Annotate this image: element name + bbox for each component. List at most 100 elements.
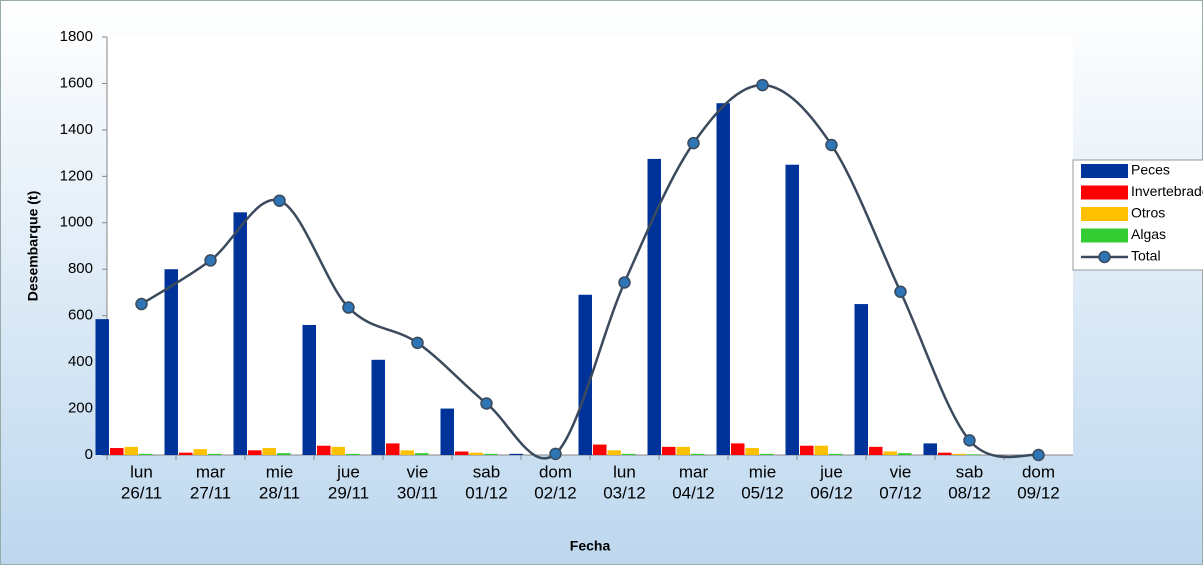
bar	[346, 453, 360, 455]
y-axis-label: Desembarque (t)	[25, 191, 41, 301]
bar	[302, 324, 316, 455]
y-tick-label: 1000	[60, 214, 93, 231]
x-tick-label: dom	[1022, 462, 1055, 481]
x-tick-label: 27/11	[190, 483, 231, 502]
x-tick-label: mar	[679, 462, 709, 481]
marker	[135, 297, 148, 311]
bar	[662, 446, 676, 455]
x-tick-label: jue	[336, 462, 360, 481]
marker	[480, 397, 493, 410]
x-tick-label: sab	[956, 462, 983, 481]
bar	[967, 454, 981, 455]
y-tick-label: 800	[68, 260, 93, 277]
y-tick-label: 1800	[60, 28, 93, 45]
line	[140, 83, 1039, 460]
x-tick-label: jue	[819, 462, 843, 481]
bar	[164, 269, 178, 455]
x-tick-label: 28/11	[259, 483, 300, 502]
marker	[342, 301, 355, 314]
bar	[248, 450, 262, 455]
x-tick-label: vie	[890, 462, 912, 481]
bar	[262, 448, 276, 455]
x-tick-label: dom	[539, 462, 572, 481]
bar	[578, 294, 592, 455]
bar	[415, 453, 429, 455]
marker	[756, 78, 769, 92]
marker	[411, 336, 424, 350]
y-tick-label: 0	[85, 446, 93, 463]
y-tick-label: 1200	[60, 167, 93, 184]
marker	[825, 138, 838, 152]
bar	[938, 452, 952, 455]
marker	[1032, 448, 1045, 462]
bar	[139, 453, 153, 455]
x-tick-label: mie	[749, 462, 776, 481]
bar	[208, 453, 222, 455]
x-tick-label: 02/12	[534, 483, 577, 502]
bar	[607, 450, 621, 455]
marker	[549, 447, 562, 461]
legend-swatch	[1081, 207, 1128, 221]
bar	[785, 164, 799, 455]
bar	[898, 453, 912, 455]
marker	[204, 254, 217, 267]
x-tick-label: 03/12	[603, 483, 646, 502]
bar	[124, 446, 138, 455]
bar	[317, 445, 331, 455]
bar	[484, 453, 498, 455]
marker	[894, 285, 907, 298]
y-tick-label: 400	[68, 353, 93, 370]
legend-label: Otros	[1131, 205, 1165, 221]
bar	[731, 443, 745, 455]
bar	[400, 450, 414, 455]
bar	[814, 445, 828, 455]
legend-swatch	[1081, 185, 1128, 200]
bar	[869, 446, 883, 455]
x-tick-label: mie	[266, 462, 293, 481]
y-tick-label: 1600	[60, 74, 93, 91]
x-axis-label: Fecha	[570, 538, 611, 554]
x-tick-label: 04/12	[672, 483, 715, 502]
bar	[647, 158, 661, 455]
bar	[509, 453, 523, 455]
x-tick-label: 29/11	[328, 483, 369, 502]
marker	[273, 194, 286, 207]
legend-label: Peces	[1131, 162, 1170, 178]
x-tick-label: 26/11	[121, 483, 162, 502]
bar	[622, 453, 636, 455]
y-tick-label: 600	[68, 307, 93, 324]
bar	[233, 212, 247, 455]
bar	[277, 453, 291, 455]
legend-swatch	[1081, 228, 1128, 243]
bar	[455, 451, 469, 455]
bar	[95, 319, 109, 455]
x-tick-label: lun	[130, 462, 153, 481]
bar	[371, 359, 385, 455]
bar	[691, 453, 705, 455]
legend-label: Invertebrados	[1131, 183, 1203, 199]
x-tick-label: 08/12	[948, 483, 991, 502]
x-tick-label: 07/12	[879, 483, 922, 502]
x-tick-label: 09/12	[1017, 483, 1060, 502]
bar	[110, 448, 124, 455]
bar	[676, 446, 690, 455]
bar	[440, 408, 454, 455]
bar	[800, 445, 814, 455]
x-tick-label: 05/12	[741, 483, 784, 502]
y-tick-label: 1400	[60, 121, 93, 138]
legend: Peces Invertebrados Otros Algas Total	[1072, 159, 1203, 271]
x-tick-label: mar	[196, 462, 226, 481]
bar	[716, 103, 730, 455]
legend-swatch	[1081, 164, 1128, 178]
bar	[883, 451, 897, 455]
x-tick-label: 30/11	[397, 483, 438, 502]
bar	[829, 453, 843, 455]
bar	[469, 452, 483, 455]
marker	[618, 276, 631, 289]
bar	[593, 444, 607, 455]
bar	[854, 304, 868, 455]
legend-label: Algas	[1131, 226, 1166, 242]
x-tick-label: lun	[613, 462, 636, 481]
y-tick-label: 200	[68, 400, 93, 417]
